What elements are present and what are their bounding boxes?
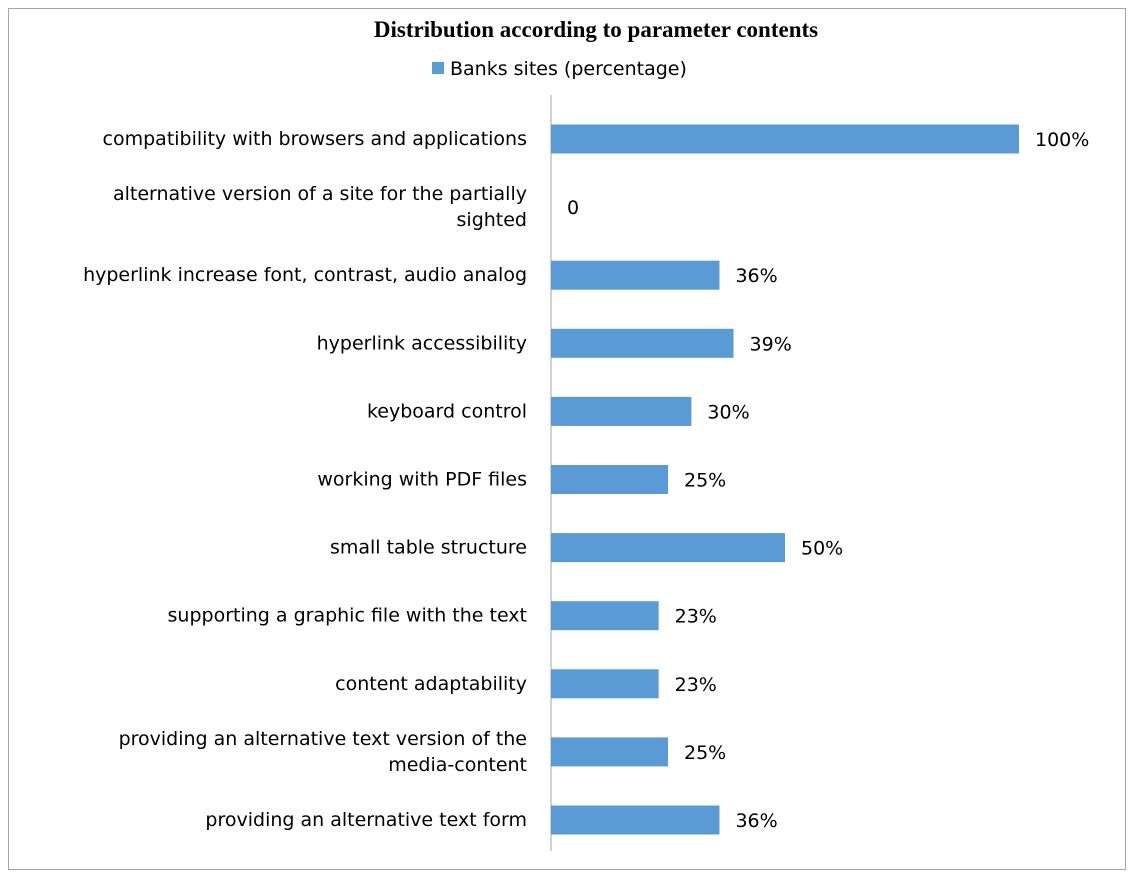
bar <box>551 465 668 494</box>
bar <box>551 396 692 426</box>
bar <box>551 260 720 290</box>
category-label-line: sighted <box>457 209 527 231</box>
bar <box>551 737 668 767</box>
category-label: content adaptability <box>335 673 527 695</box>
data-label: 36% <box>735 265 777 287</box>
category-label-line: supporting a graphic file with the text <box>168 605 527 627</box>
category-label-line: compatibility with browsers and applicat… <box>103 128 527 150</box>
category-label: providing an alternative text version of… <box>119 728 527 776</box>
bar <box>551 601 659 631</box>
data-label: 50% <box>801 538 843 560</box>
category-label-line: hyperlink increase font, contrast, audio… <box>83 264 527 286</box>
legend-label: Banks sites (percentage) <box>450 58 687 80</box>
data-label: 23% <box>675 674 717 696</box>
category-label-line: keyboard control <box>367 400 527 422</box>
legend-swatch <box>432 62 444 74</box>
data-label: 23% <box>675 606 717 628</box>
bar <box>551 533 785 563</box>
category-label: providing an alternative text form <box>205 809 527 831</box>
category-label: hyperlink increase font, contrast, audio… <box>83 264 527 286</box>
category-label-line: providing an alternative text form <box>205 809 527 831</box>
bar <box>551 805 720 835</box>
category-label: keyboard control <box>367 400 527 422</box>
category-label-line: hyperlink accessibility <box>317 332 527 354</box>
data-label: 36% <box>735 810 777 832</box>
bar <box>551 124 1019 154</box>
data-label: 0 <box>567 197 579 219</box>
category-label-line: content adaptability <box>335 673 527 695</box>
data-label: 100% <box>1035 129 1089 151</box>
category-label: supporting a graphic file with the text <box>168 605 527 627</box>
category-label-line: working with PDF files <box>317 469 527 491</box>
bar-chart: Distribution according to parameter cont… <box>83 17 1089 851</box>
category-label-line: providing an alternative text version of… <box>119 728 527 750</box>
category-label: hyperlink accessibility <box>317 332 527 354</box>
chart-title: Distribution according to parameter cont… <box>374 17 818 42</box>
bars <box>551 124 1019 835</box>
category-label: small table structure <box>330 537 527 559</box>
bar <box>551 669 659 699</box>
data-label: 30% <box>707 401 749 423</box>
chart-frame: Distribution according to parameter cont… <box>8 8 1126 870</box>
category-label: working with PDF files <box>317 469 527 491</box>
category-label-line: alternative version of a site for the pa… <box>113 183 527 205</box>
category-label: compatibility with browsers and applicat… <box>103 128 527 150</box>
category-label-line: small table structure <box>330 537 527 559</box>
category-label: alternative version of a site for the pa… <box>113 183 527 231</box>
legend: Banks sites (percentage) <box>432 58 687 80</box>
category-labels: compatibility with browsers and applicat… <box>83 128 527 831</box>
bar <box>551 328 734 358</box>
data-label: 39% <box>750 333 792 355</box>
data-label: 25% <box>684 742 726 764</box>
data-labels: 100% 0 36% 39% 30% 25% 50% 23% 23% 25% 36% <box>567 129 1089 832</box>
data-label: 25% <box>684 470 726 492</box>
category-label-line: media-content <box>388 754 527 776</box>
